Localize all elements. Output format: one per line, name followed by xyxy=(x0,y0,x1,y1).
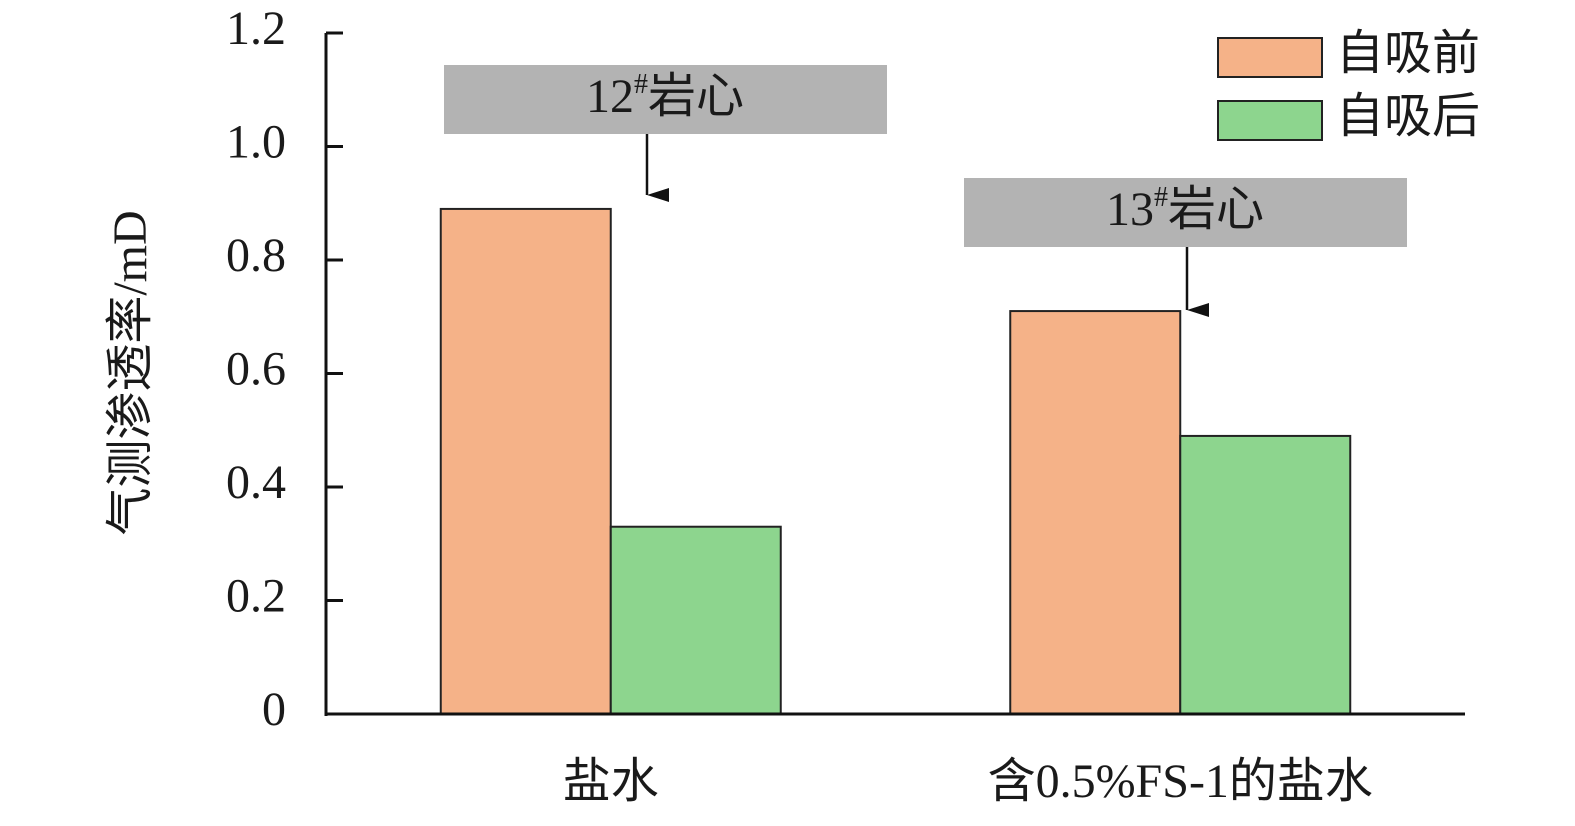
bar xyxy=(1179,434,1352,715)
legend-label: 自吸前 xyxy=(1336,27,1480,80)
annotation-suffix: 岩心 xyxy=(1168,183,1264,236)
bar xyxy=(1009,310,1182,715)
y-axis-label: 气测渗透率/mD xyxy=(104,210,157,535)
annotation-text: 13#岩心 xyxy=(1106,182,1264,236)
bar xyxy=(609,525,782,715)
y-tick-label: 0.6 xyxy=(226,343,286,396)
y-tick-label: 1.2 xyxy=(226,2,286,55)
y-tick-label: 1.0 xyxy=(226,116,286,169)
annotation-sup: # xyxy=(634,69,648,100)
x-tick-label: 盐水 xyxy=(563,755,659,808)
annotation-number: 13 xyxy=(1106,183,1154,236)
y-tick-label: 0 xyxy=(262,683,286,736)
annotation-box xyxy=(444,65,887,134)
annotation-suffix: 岩心 xyxy=(648,70,744,123)
y-tick-label: 0.8 xyxy=(226,229,286,282)
x-tick-label: 含0.5%FS-1的盐水 xyxy=(988,755,1373,808)
annotation-number: 12 xyxy=(586,70,634,123)
bar xyxy=(439,207,612,716)
legend-swatch xyxy=(1217,100,1323,141)
annotation-sup: # xyxy=(1154,182,1168,213)
annotation-box xyxy=(964,178,1407,247)
y-tick-label: 0.2 xyxy=(226,570,286,623)
y-tick-label: 0.4 xyxy=(226,456,286,509)
legend-label: 自吸后 xyxy=(1336,90,1480,143)
annotation-text: 12#岩心 xyxy=(586,69,744,123)
legend-swatch xyxy=(1217,37,1323,78)
